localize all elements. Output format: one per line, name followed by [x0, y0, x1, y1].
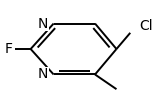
Text: F: F: [4, 42, 12, 56]
Text: N: N: [38, 17, 48, 30]
Text: N: N: [38, 68, 48, 81]
Text: Cl: Cl: [139, 19, 153, 33]
